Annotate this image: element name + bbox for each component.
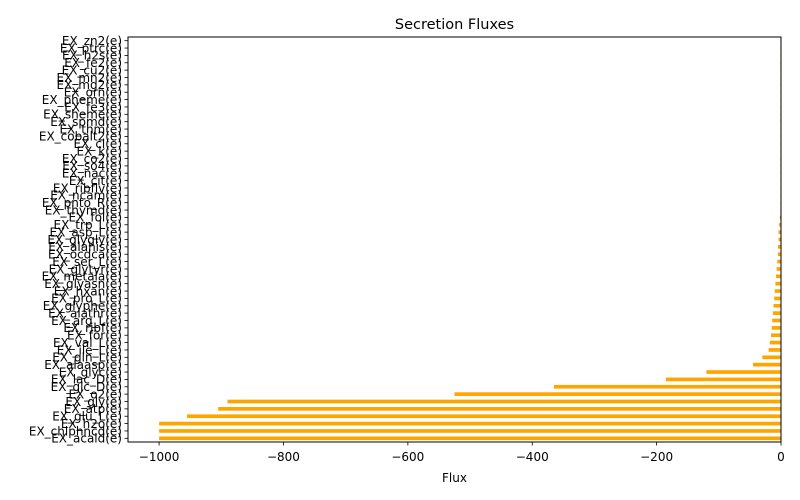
bar bbox=[768, 348, 781, 352]
x-axis-ticks: −1000 −800 −600 −400 −200 0 bbox=[139, 442, 785, 464]
y-tick-label: EX_pnto_R(e) bbox=[42, 196, 122, 210]
y-tick-label: EX_thm(e) bbox=[59, 122, 122, 136]
y-tick-label: EX_orn(e) bbox=[64, 86, 122, 100]
x-tick-label: −1000 bbox=[139, 450, 180, 464]
bar bbox=[159, 436, 782, 441]
x-axis-label: Flux bbox=[442, 471, 467, 485]
y-tick-label: EX_ile_L(e) bbox=[57, 343, 122, 357]
y-tick-label: EX_fol(e) bbox=[69, 211, 122, 225]
y-tick-label: EX_zn2(e) bbox=[62, 34, 122, 48]
bar bbox=[777, 259, 781, 264]
y-tick-label: EX_glytyr(e) bbox=[49, 262, 122, 276]
y-tick-label: EX_pheme(e) bbox=[42, 93, 122, 107]
y-tick-label: EX_fe3(e) bbox=[64, 100, 122, 114]
bar bbox=[779, 215, 781, 220]
bar bbox=[771, 326, 781, 330]
y-tick-label: EX_cu2(e) bbox=[62, 63, 122, 77]
y-tick-label: EX_glyc(e) bbox=[59, 365, 122, 379]
y-tick-label: EX_chlphncd(e) bbox=[29, 424, 122, 438]
bar bbox=[778, 237, 781, 242]
bar bbox=[775, 281, 781, 286]
y-tick-label: EX_acald(e) bbox=[51, 432, 122, 446]
bar bbox=[779, 222, 781, 227]
bar bbox=[778, 230, 781, 234]
bar bbox=[774, 296, 781, 301]
bars-group bbox=[159, 38, 782, 441]
bar bbox=[753, 362, 781, 367]
y-tick-label: EX_alaasp(e) bbox=[44, 358, 122, 372]
y-tick-label: EX_for(e) bbox=[67, 329, 122, 343]
bar bbox=[159, 429, 782, 433]
y-tick-label: EX_atp(e) bbox=[64, 402, 122, 416]
y-tick-label: EX_thymd(e) bbox=[45, 203, 122, 217]
y-tick-label: EX_asp_L(e) bbox=[50, 225, 122, 239]
y-tick-label: EX_h2o(e) bbox=[61, 417, 122, 431]
bar bbox=[454, 392, 781, 396]
y-tick-label: EX_k(e) bbox=[77, 144, 123, 158]
y-tick-label: EX_fe2(e) bbox=[64, 56, 122, 70]
y-tick-label: EX_ptrc(e) bbox=[60, 41, 122, 55]
bar bbox=[777, 252, 781, 257]
bar bbox=[777, 245, 781, 249]
y-tick-label: EX_gly(e) bbox=[65, 395, 122, 409]
bar bbox=[776, 274, 781, 279]
y-tick-label: EX_hxan(e) bbox=[54, 284, 122, 298]
y-tick-label: EX_glyasn(e) bbox=[44, 277, 122, 291]
x-tick-label: −200 bbox=[640, 450, 673, 464]
y-tick-label: EX_o2(e) bbox=[68, 387, 122, 401]
bar bbox=[769, 340, 781, 345]
y-tick-label: EX_val_L(e) bbox=[53, 336, 122, 350]
y-tick-label: EX_alathr(e) bbox=[48, 306, 122, 320]
y-tick-label: EX_glu_L(e) bbox=[52, 410, 122, 424]
y-tick-label: EX_sheme(e) bbox=[43, 108, 122, 122]
y-tick-label: EX_alahis(e) bbox=[48, 240, 122, 254]
y-tick-label: EX_h2s(e) bbox=[62, 49, 122, 63]
bar bbox=[772, 318, 781, 323]
bar bbox=[772, 311, 781, 315]
y-tick-label: EX_metala(e) bbox=[42, 270, 122, 284]
x-tick-label: 0 bbox=[777, 450, 785, 464]
y-tick-label: EX_ocdca(e) bbox=[48, 248, 122, 262]
bar bbox=[774, 289, 781, 293]
bar bbox=[187, 414, 782, 419]
y-tick-label: EX_cl(e) bbox=[74, 137, 122, 151]
bar bbox=[218, 407, 781, 411]
y-tick-label: EX_mg2(e) bbox=[57, 78, 123, 92]
x-tick-label: −800 bbox=[267, 450, 300, 464]
bar bbox=[776, 267, 781, 271]
y-tick-label: EX_ribflv(e) bbox=[53, 181, 122, 195]
y-tick-label: EX_ncam(e) bbox=[50, 189, 122, 203]
bar bbox=[762, 355, 781, 360]
bar bbox=[665, 377, 781, 382]
y-tick-label: EX_pro_L(e) bbox=[51, 292, 122, 306]
x-tick-label: −400 bbox=[516, 450, 549, 464]
chart-title: Secretion Fluxes bbox=[395, 17, 514, 33]
y-tick-label: EX_co2(e) bbox=[62, 152, 122, 166]
bar bbox=[771, 333, 781, 338]
bar bbox=[227, 399, 781, 404]
y-tick-label: EX_arg_L(e) bbox=[51, 314, 122, 328]
y-tick-label: EX_gln_L(e) bbox=[52, 351, 122, 365]
y-axis-ticks: EX_acald(e)EX_chlphncd(e)EX_h2o(e)EX_glu… bbox=[29, 34, 128, 446]
bar bbox=[159, 421, 782, 426]
y-tick-label: EX_cit(e) bbox=[69, 174, 122, 188]
bar bbox=[554, 384, 781, 389]
x-tick-label: −600 bbox=[391, 450, 424, 464]
y-tick-label: EX_mn2(e) bbox=[57, 71, 122, 85]
y-tick-label: EX_glyphe(e) bbox=[43, 299, 122, 313]
y-tick-label: EX_so4(e) bbox=[62, 159, 122, 173]
y-tick-label: EX_glygly(e) bbox=[47, 233, 122, 247]
y-tick-label: EX_glc_D(e) bbox=[51, 380, 122, 394]
y-tick-label: EX_nac(e) bbox=[62, 167, 122, 181]
y-tick-label: EX_ser_L(e) bbox=[52, 255, 122, 269]
bar bbox=[706, 370, 781, 374]
bar bbox=[773, 303, 781, 308]
y-tick-label: EX_trp_L(e) bbox=[54, 218, 123, 232]
y-tick-label: EX_ribf(e) bbox=[63, 321, 122, 335]
y-tick-label: EX_spmd(e) bbox=[50, 115, 122, 129]
plot-frame bbox=[127, 36, 782, 443]
y-tick-label: EX_lac_D(e) bbox=[51, 373, 122, 387]
y-tick-label: EX_cobalt2(e) bbox=[39, 130, 122, 144]
